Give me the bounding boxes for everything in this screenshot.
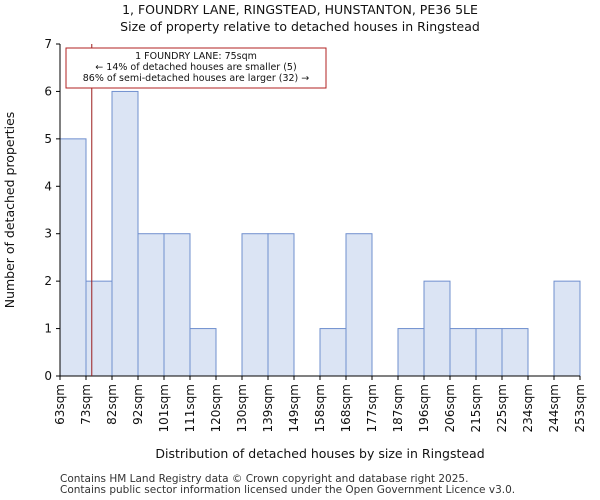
histogram-bar — [397, 328, 425, 377]
histogram-bar — [111, 90, 139, 377]
x-tick-label: 63sqm — [53, 384, 67, 425]
x-tick-label: 168sqm — [339, 384, 353, 432]
x-tick-label: 234sqm — [521, 384, 535, 432]
annotation-line: ← 14% of detached houses are smaller (5) — [95, 62, 296, 73]
x-tick-label: 177sqm — [365, 384, 379, 432]
histogram-bar — [345, 233, 373, 377]
histogram-bar — [137, 233, 165, 377]
footer-line-1: Contains HM Land Registry data © Crown c… — [60, 473, 469, 485]
x-tick-label: 225sqm — [495, 384, 509, 432]
y-tick-label: 0 — [44, 369, 52, 383]
histogram-bar — [189, 328, 217, 377]
y-tick-label: 4 — [44, 179, 52, 193]
y-tick-label: 1 — [44, 322, 52, 336]
x-tick-label: 101sqm — [157, 384, 171, 432]
histogram-bar — [501, 328, 529, 377]
x-tick-label: 130sqm — [235, 384, 249, 432]
histogram-bar — [163, 233, 191, 377]
annotation-box — [65, 47, 327, 89]
y-tick-label: 3 — [44, 227, 52, 241]
y-tick-label: 7 — [44, 37, 52, 51]
y-tick-label: 5 — [44, 132, 52, 146]
x-tick-label: 92sqm — [131, 384, 145, 425]
x-tick-label: 139sqm — [261, 384, 275, 432]
histogram-bar — [319, 328, 347, 377]
y-tick-label: 2 — [44, 274, 52, 288]
x-tick-label: 111sqm — [183, 384, 197, 432]
y-tick-label: 6 — [44, 84, 52, 98]
histogram-bar — [85, 280, 113, 377]
histogram-bar — [59, 138, 87, 377]
x-tick-label: 196sqm — [417, 384, 431, 432]
chart-title: 1, FOUNDRY LANE, RINGSTEAD, HUNSTANTON, … — [122, 2, 478, 17]
x-tick-label: 73sqm — [79, 384, 93, 425]
x-tick-label: 215sqm — [469, 384, 483, 432]
x-tick-label: 244sqm — [547, 384, 561, 432]
x-tick-label: 206sqm — [443, 384, 457, 432]
footer-line-2: Contains public sector information licen… — [60, 484, 516, 496]
histogram-bar — [241, 233, 269, 377]
annotation-line: 86% of semi-detached houses are larger (… — [83, 73, 310, 84]
annotation-line: 1 FOUNDRY LANE: 75sqm — [135, 51, 257, 62]
x-tick-label: 187sqm — [391, 384, 405, 432]
chart-subtitle: Size of property relative to detached ho… — [120, 19, 480, 34]
x-tick-label: 120sqm — [209, 384, 223, 432]
x-tick-label: 158sqm — [313, 384, 327, 432]
x-axis-label: Distribution of detached houses by size … — [155, 446, 484, 461]
x-tick-label: 82sqm — [105, 384, 119, 425]
histogram-bar — [449, 328, 477, 377]
histogram-bar — [553, 280, 581, 377]
x-tick-label: 253sqm — [573, 384, 587, 432]
x-tick-label: 149sqm — [287, 384, 301, 432]
histogram-bar — [423, 280, 451, 377]
histogram-bar — [267, 233, 295, 377]
histogram-bar — [475, 328, 503, 377]
y-axis-label: Number of detached properties — [2, 112, 17, 309]
